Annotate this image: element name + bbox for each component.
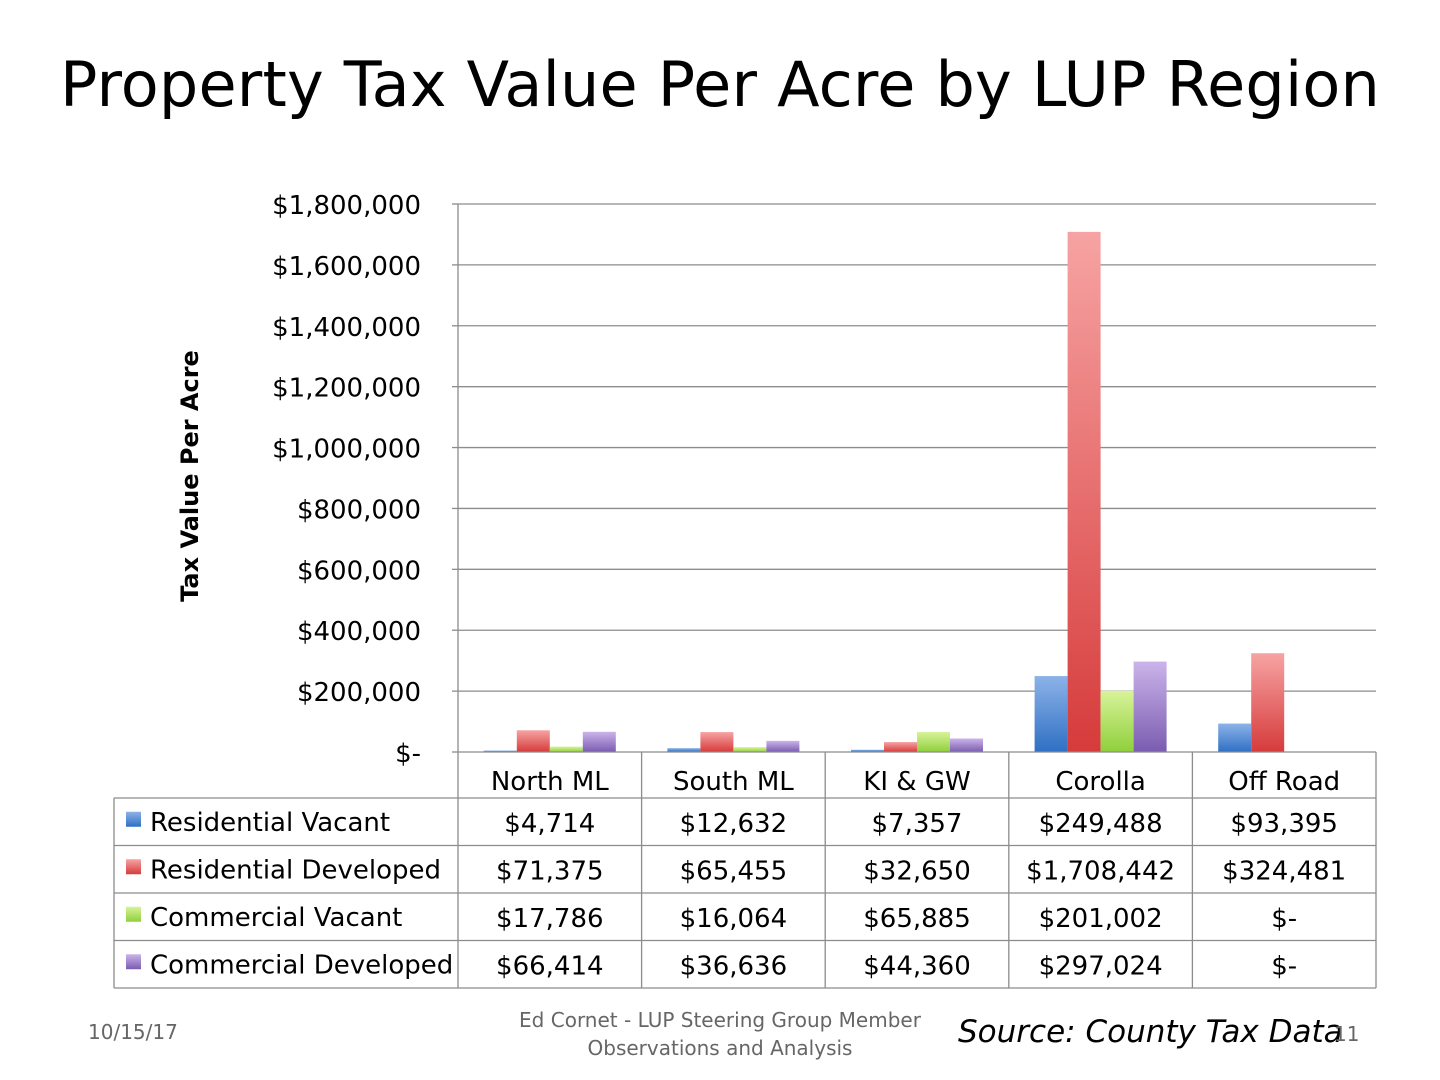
x-category-label: Off Road bbox=[1228, 767, 1340, 797]
bar-commercial-vacant-north-ml bbox=[549, 746, 583, 752]
y-tick-label: $400,000 bbox=[297, 617, 421, 647]
bar-commercial-developed-corolla bbox=[1133, 661, 1167, 752]
y-tick-label: $800,000 bbox=[297, 495, 421, 525]
bar-residential-developed-north-ml bbox=[516, 730, 550, 752]
data-label: $65,455 bbox=[680, 856, 788, 886]
bar-residential-developed-corolla bbox=[1067, 231, 1101, 752]
data-label: $1,708,442 bbox=[1026, 856, 1175, 886]
page-title: Property Tax Value Per Acre by LUP Regio… bbox=[59, 48, 1381, 121]
y-tick-label: $- bbox=[395, 739, 421, 769]
y-tick-label: $1,600,000 bbox=[272, 252, 421, 282]
data-label: $71,375 bbox=[496, 856, 604, 886]
x-category-label: KI & GW bbox=[863, 767, 970, 797]
y-tick-label: $1,000,000 bbox=[272, 435, 421, 465]
bar-residential-developed-ki-gw bbox=[884, 742, 917, 752]
y-axis-ticks: $- $200,000 $400,000 $600,000 $800,000 $1,000… bbox=[272, 191, 421, 769]
x-category-label: North ML bbox=[491, 767, 609, 797]
y-tick-label: $200,000 bbox=[297, 678, 421, 708]
data-label: $- bbox=[1271, 904, 1297, 934]
data-label: $16,064 bbox=[680, 904, 788, 934]
y-tick-label: $1,200,000 bbox=[272, 374, 421, 404]
data-label: $66,414 bbox=[496, 951, 604, 981]
bar-residential-vacant-ki-gw bbox=[851, 749, 884, 752]
data-label: $44,360 bbox=[863, 951, 971, 981]
data-label: $7,357 bbox=[872, 809, 963, 839]
data-label: $201,002 bbox=[1039, 904, 1163, 934]
bar-commercial-vacant-ki-gw bbox=[917, 731, 950, 752]
x-category-label: Corolla bbox=[1055, 767, 1145, 797]
x-category-label: South ML bbox=[673, 767, 794, 797]
bar-residential-vacant-corolla bbox=[1034, 676, 1068, 752]
legend-swatch bbox=[126, 954, 141, 970]
data-label: $12,632 bbox=[680, 809, 788, 839]
data-label: $17,786 bbox=[496, 904, 604, 934]
footer-source: Source: County Tax Data bbox=[958, 1014, 1343, 1050]
bar-residential-developed-off-road bbox=[1251, 653, 1285, 752]
legend-swatch bbox=[126, 859, 141, 875]
bar-commercial-developed-north-ml bbox=[582, 731, 616, 752]
data-table: North ML South ML KI & GW Corolla Off Road Re… bbox=[113, 751, 1377, 989]
bar-residential-vacant-south-ml bbox=[667, 748, 701, 752]
legend-swatch bbox=[126, 811, 141, 827]
legend-label: Commercial Vacant bbox=[150, 903, 402, 933]
footer-date: 10/15/17 bbox=[88, 1020, 178, 1044]
bar-commercial-developed-south-ml bbox=[766, 740, 800, 752]
bar-residential-vacant-off-road bbox=[1218, 723, 1252, 752]
bar-residential-developed-south-ml bbox=[700, 732, 734, 752]
data-label: $4,714 bbox=[504, 809, 595, 839]
bars bbox=[483, 231, 1285, 752]
legend-label: Commercial Developed bbox=[150, 950, 453, 980]
data-label: $65,885 bbox=[863, 904, 971, 934]
footer-author-line2: Observations and Analysis bbox=[587, 1036, 853, 1060]
data-label: $93,395 bbox=[1230, 809, 1338, 839]
y-tick-label: $1,800,000 bbox=[272, 191, 421, 221]
data-label: $- bbox=[1271, 951, 1297, 981]
data-label: $36,636 bbox=[680, 951, 788, 981]
page-number: 11 bbox=[1334, 1022, 1360, 1046]
data-label: $324,481 bbox=[1222, 856, 1346, 886]
y-tick-label: $600,000 bbox=[297, 556, 421, 586]
legend-label: Residential Vacant bbox=[150, 808, 390, 838]
legend-label: Residential Developed bbox=[150, 855, 441, 885]
footer-author-line1: Ed Cornet - LUP Steering Group Member bbox=[519, 1008, 921, 1032]
data-label: $297,024 bbox=[1039, 951, 1163, 981]
legend-swatch bbox=[126, 906, 141, 922]
grid-lines bbox=[452, 203, 1376, 753]
bar-residential-vacant-north-ml bbox=[483, 750, 517, 752]
bar-commercial-developed-ki-gw bbox=[950, 738, 983, 752]
y-tick-label: $1,400,000 bbox=[272, 313, 421, 343]
data-label: $32,650 bbox=[863, 856, 971, 886]
bar-commercial-vacant-corolla bbox=[1100, 690, 1134, 752]
data-label: $249,488 bbox=[1039, 809, 1163, 839]
footer-author: Ed Cornet - LUP Steering Group Member Ob… bbox=[500, 1006, 940, 1062]
bar-commercial-vacant-south-ml bbox=[733, 747, 767, 752]
